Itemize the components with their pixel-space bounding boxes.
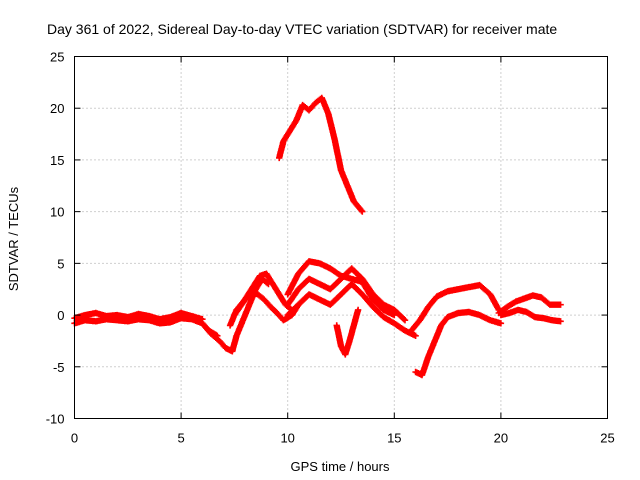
y-tick-label: 20 [50,101,64,116]
y-tick-label: -10 [46,412,65,427]
y-axis-label: SDTVAR / TECUs [6,186,21,291]
series-markers [495,292,564,317]
series-evening-lower [497,306,564,325]
series-markers [333,306,362,358]
y-tick-label: 0 [57,308,64,323]
series-peak-arc [276,94,366,215]
x-tick-label: 15 [387,431,401,446]
series-markers [284,280,419,339]
data-series [71,94,564,379]
series-markers [412,308,505,379]
x-tick-label: 25 [600,431,614,446]
y-tick-label: 5 [57,256,64,271]
series-markers [284,265,409,324]
y-tick-label: 25 [50,50,64,65]
y-tick-label: 10 [50,205,64,220]
y-tick-label: 15 [50,153,64,168]
chart-title: Day 361 of 2022, Sidereal Day-to-day VTE… [47,21,557,37]
series-afternoon-upper [408,281,502,334]
series-midday-mid [284,265,409,324]
series-dip-1 [199,275,272,355]
series-midday-lower [284,280,419,339]
series-markers [199,275,272,355]
series-markers [276,94,366,215]
x-tick-label: 20 [494,431,508,446]
series-morning-rise-b [231,270,296,319]
grid [74,56,608,419]
plot-frame [74,56,608,419]
x-axis-label: GPS time / hours [291,459,390,474]
series-evening-upper [495,292,564,317]
axis-ticks: 0 5 10 15 20 25 -10 -5 0 5 10 15 20 25 [46,50,615,446]
x-tick-label: 5 [177,431,184,446]
series-afternoon-deep [412,308,505,379]
series-markers [497,306,564,325]
y-tick-label: -5 [53,360,65,375]
series-sharp-dip-12h [333,306,362,358]
x-tick-label: 0 [71,431,78,446]
series-markers [231,270,296,319]
series-markers [408,281,502,334]
x-tick-label: 10 [280,431,294,446]
